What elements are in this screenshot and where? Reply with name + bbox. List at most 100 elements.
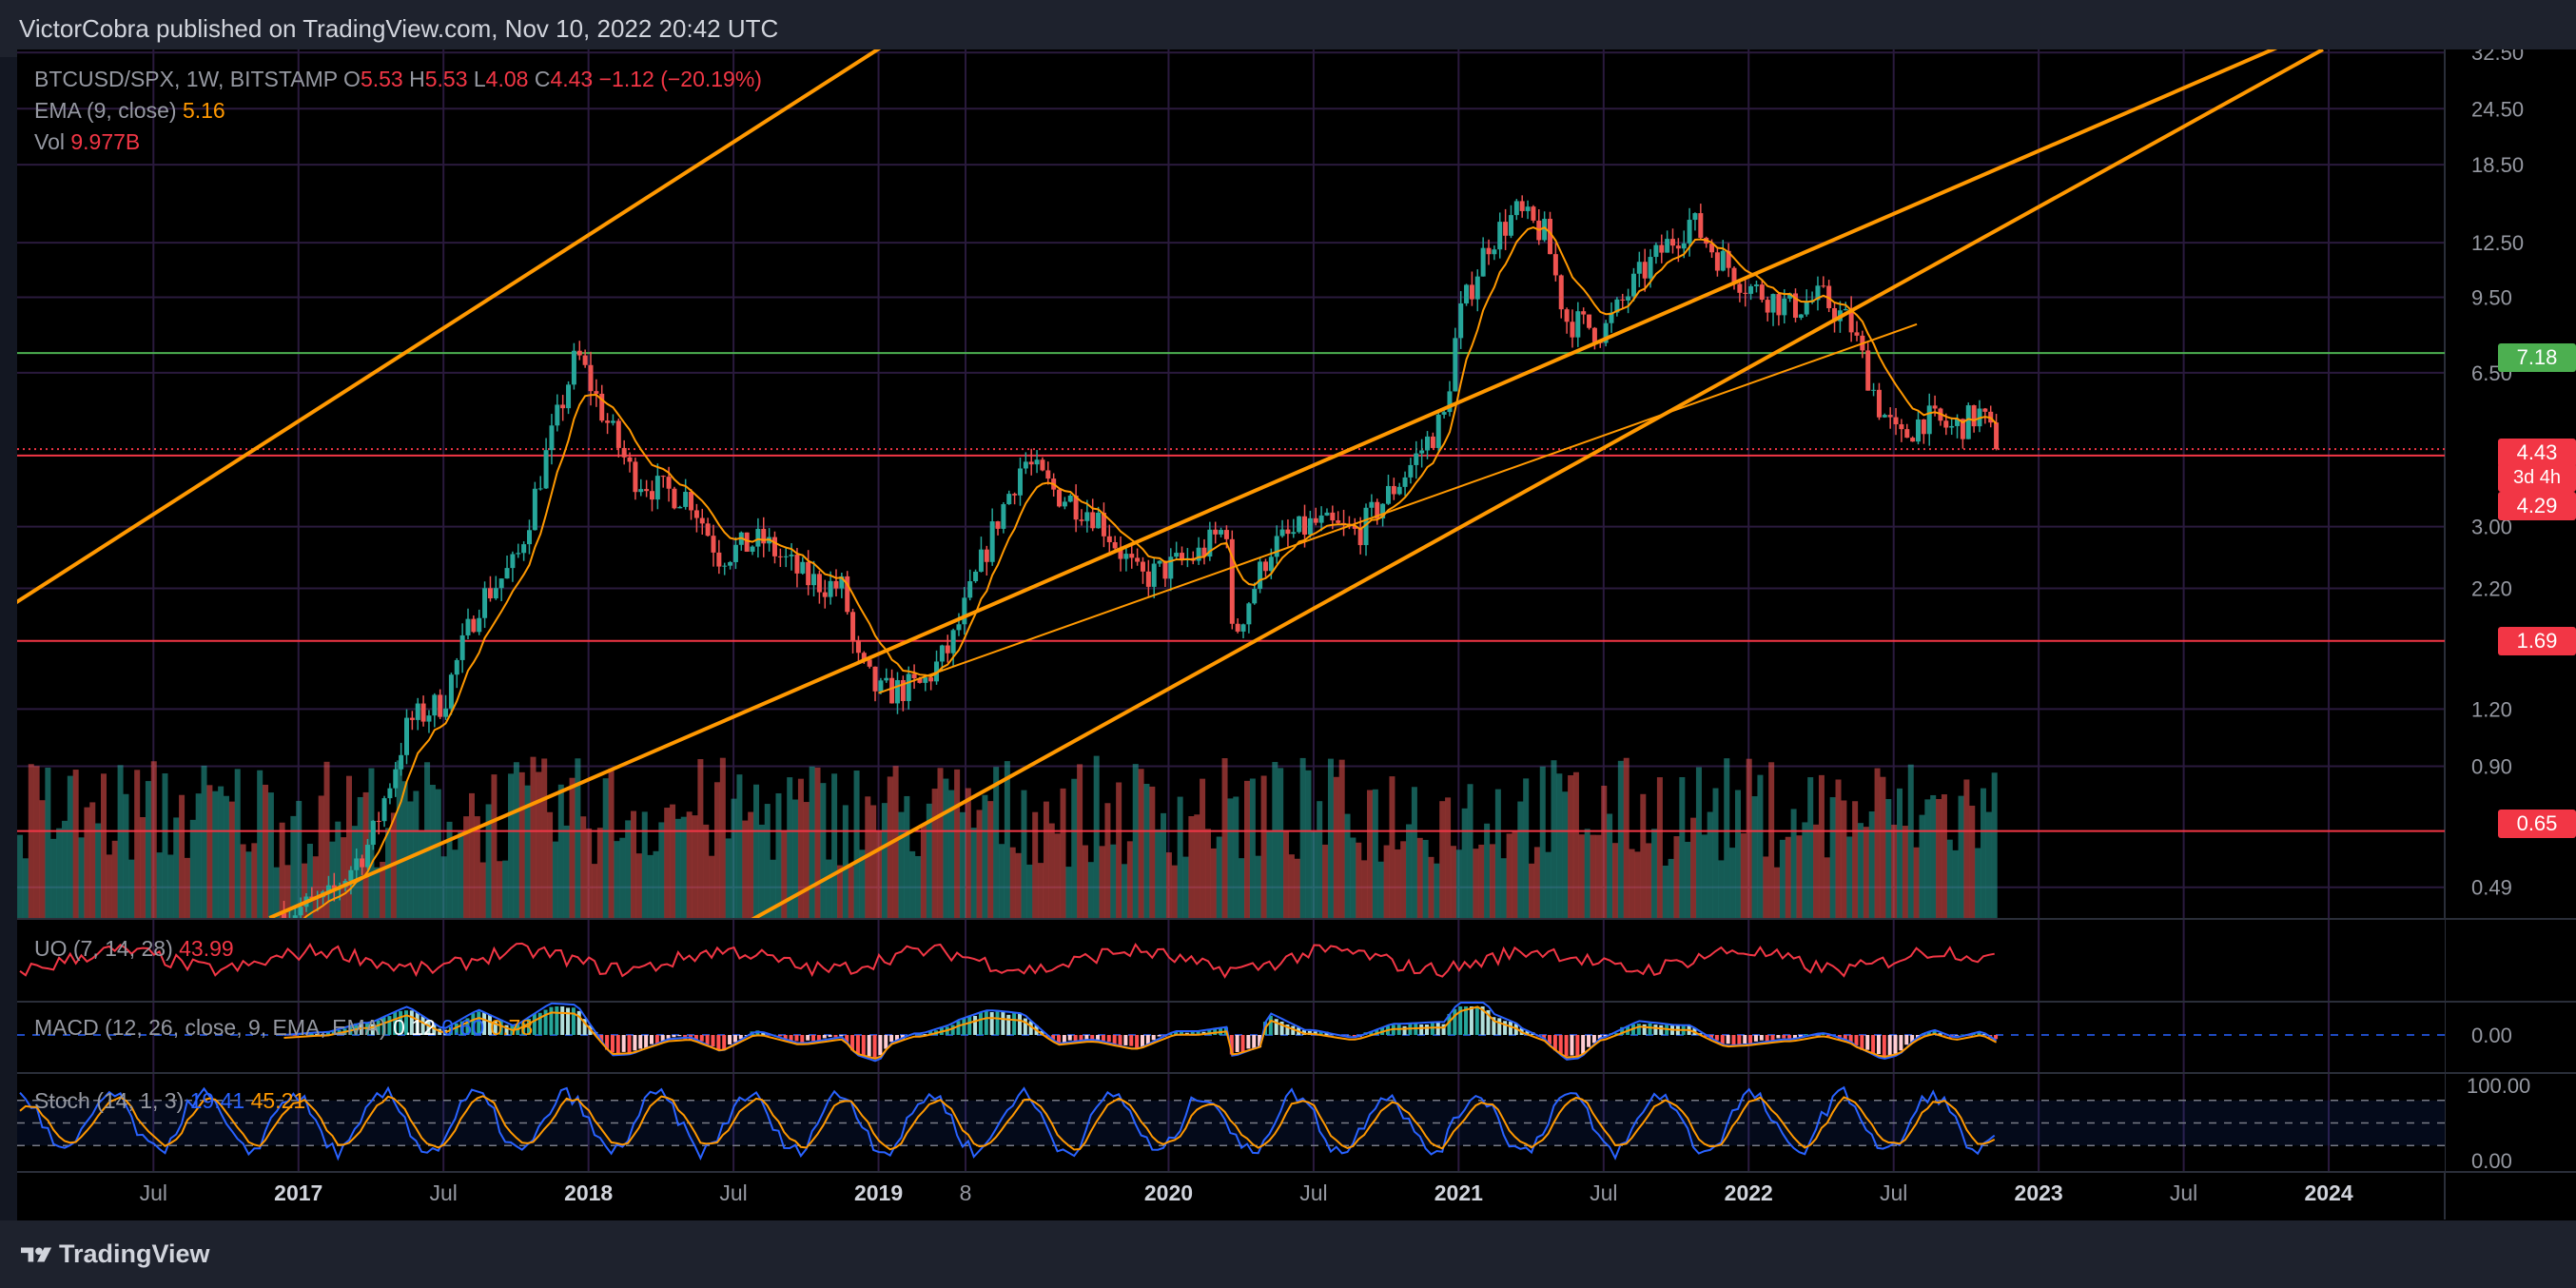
candle-body	[1480, 247, 1486, 277]
last-price-tag: 4.43	[2498, 439, 2576, 467]
macd-hist-bar	[1106, 1035, 1111, 1043]
candle-body	[744, 532, 750, 552]
volume-bar	[1611, 843, 1618, 918]
macd-hist-bar	[728, 1035, 732, 1044]
volume-bar	[1161, 812, 1167, 918]
volume-bar	[184, 857, 190, 918]
volume-bar	[703, 824, 710, 918]
time-tick-label: Jul	[1299, 1181, 1327, 1205]
macd-hist-bar	[1994, 1035, 1999, 1040]
candle-body	[693, 510, 699, 518]
time-tick-label: 2021	[1434, 1181, 1483, 1205]
volume-bar	[273, 867, 280, 918]
volume-bar	[859, 849, 866, 918]
macd-hist-bar	[867, 1035, 871, 1057]
uo-legend[interactable]: UO (7, 14, 28) 43.99	[34, 936, 234, 962]
candle-body	[521, 544, 527, 554]
candle-body	[1570, 322, 1575, 338]
candle-body	[599, 393, 605, 421]
candle-body	[526, 530, 532, 545]
macd-hist-bar	[1079, 1035, 1083, 1042]
volume-bar	[1913, 847, 1920, 918]
volume-bar	[513, 762, 519, 918]
volume-bar	[1478, 844, 1485, 918]
chart-svg[interactable]: 32.5024.5018.5012.509.506.503.002.201.20…	[17, 49, 2576, 1220]
macd-hist-bar	[1926, 1031, 1931, 1035]
volume-bar	[1333, 776, 1339, 918]
volume-bar	[1774, 867, 1781, 918]
volume-bar	[1210, 848, 1217, 918]
macd-hist-bar	[1955, 1035, 1960, 1036]
macd-hist-bar	[1860, 1035, 1864, 1050]
volume-bar	[1572, 771, 1579, 918]
candle-body	[1151, 563, 1157, 587]
macd-hist-bar	[1871, 1035, 1876, 1055]
macd-hist-bar	[861, 1035, 866, 1058]
macd-hist-bar	[376, 1020, 381, 1035]
candle-body	[482, 588, 488, 618]
volume-bar	[647, 854, 654, 918]
volume-bar	[1244, 780, 1251, 918]
tradingview-logo-icon[interactable]	[21, 1238, 53, 1272]
volume-bar	[345, 775, 352, 918]
volume-bar	[1015, 852, 1022, 918]
candle-body	[1174, 553, 1180, 557]
candle-body	[566, 384, 572, 409]
volume-bar	[1646, 843, 1652, 918]
macd-hist-bar	[1229, 1035, 1234, 1055]
macd-hist-bar	[1274, 1019, 1278, 1035]
volume-bar	[128, 859, 135, 918]
brand-label[interactable]: TradingView	[59, 1239, 210, 1268]
candle-body	[465, 618, 471, 635]
volume-bar	[1802, 822, 1808, 918]
volume-bar	[1790, 809, 1797, 918]
vol-legend[interactable]: Vol 9.977B	[34, 129, 140, 155]
candle-body	[493, 588, 498, 599]
candle-body	[973, 571, 979, 581]
macd-legend[interactable]: MACD (12, 26, close, 9, EMA, EMA) 0.12 0…	[34, 1015, 533, 1041]
candle-body	[627, 457, 633, 462]
macd-hist-bar	[855, 1035, 860, 1055]
candle-body	[309, 896, 315, 899]
volume-bar	[658, 822, 665, 918]
macd-hist-bar	[1910, 1035, 1915, 1043]
candle-body	[1626, 296, 1631, 301]
stoch-legend[interactable]: Stoch (14, 1, 3) 19.41 45.21	[34, 1088, 305, 1114]
ema-legend[interactable]: EMA (9, close) 5.16	[34, 98, 225, 124]
macd-hist-bar	[321, 1034, 325, 1035]
high-label: H	[409, 67, 425, 91]
volume-bar	[1299, 757, 1306, 918]
volume-bar	[206, 785, 213, 918]
volume-bar	[719, 757, 726, 918]
volume-bar	[686, 811, 693, 918]
candle-body	[811, 574, 817, 586]
volume-bar	[709, 855, 715, 918]
candle-body	[1765, 300, 1770, 313]
volume-bar	[1813, 824, 1820, 918]
chart-area[interactable]: 32.50 24.50 18.50 12.50 9.50 6.50 3.00 2.20 1.20…	[17, 49, 2576, 1220]
volume-bar	[341, 837, 347, 918]
candle-body	[1899, 424, 1904, 430]
volume-bar	[820, 783, 827, 918]
candle-body	[934, 661, 940, 682]
volume-bar	[1623, 757, 1630, 918]
candle-body	[1034, 459, 1040, 465]
stoch-d-line	[19, 1095, 1996, 1151]
macd-hist-bar	[426, 1020, 431, 1035]
candle-body	[370, 820, 376, 846]
volume-bar	[419, 831, 425, 918]
macd-hist-bar	[459, 1021, 464, 1035]
volume-bar	[1584, 829, 1590, 918]
macd-hist-bar	[962, 1018, 966, 1035]
footer-bar: TradingView	[0, 1220, 2576, 1288]
symbol-label[interactable]: BTCUSD/SPX, 1W, BITSTAMP	[34, 67, 338, 91]
volume-bar	[530, 756, 537, 918]
candle-body	[1753, 284, 1759, 286]
candle-body	[705, 523, 711, 537]
candle-body	[1268, 556, 1274, 572]
volume-bar	[201, 765, 207, 918]
volume-bar	[1640, 793, 1647, 918]
candle-body	[1854, 332, 1860, 336]
macd-hist-bar	[1252, 1035, 1257, 1048]
candle-body	[487, 588, 493, 599]
